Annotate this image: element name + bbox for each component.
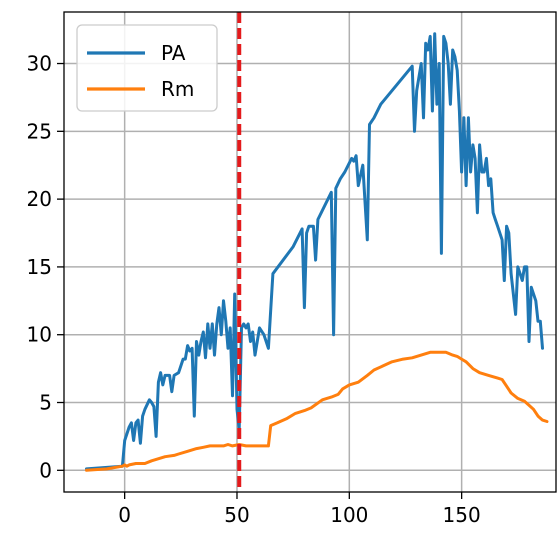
y-tick-label: 10	[27, 323, 52, 347]
legend-label-rm: Rm	[161, 77, 194, 101]
y-tick-label: 20	[27, 187, 52, 211]
legend: PA Rm	[76, 24, 218, 112]
y-tick-label: 5	[39, 391, 52, 415]
x-tick-label: 0	[118, 503, 131, 527]
series-line-pa	[85, 32, 544, 471]
plot-frame	[63, 11, 557, 493]
series-line-rm	[85, 350, 549, 472]
x-tick-label: 150	[443, 503, 481, 527]
legend-box	[76, 24, 218, 112]
x-tick-label: 50	[224, 503, 249, 527]
series-lines	[85, 32, 549, 472]
y-tick-label: 30	[27, 52, 52, 76]
x-tick-label: 100	[330, 503, 368, 527]
legend-label-pa: PA	[161, 41, 186, 65]
y-tick-label: 15	[27, 255, 52, 279]
y-tick-label: 0	[39, 458, 52, 482]
y-tick-label: 25	[27, 119, 52, 143]
axis-ticks: 0 50 100 150 0 5 10 15 20 25 30	[27, 52, 481, 527]
